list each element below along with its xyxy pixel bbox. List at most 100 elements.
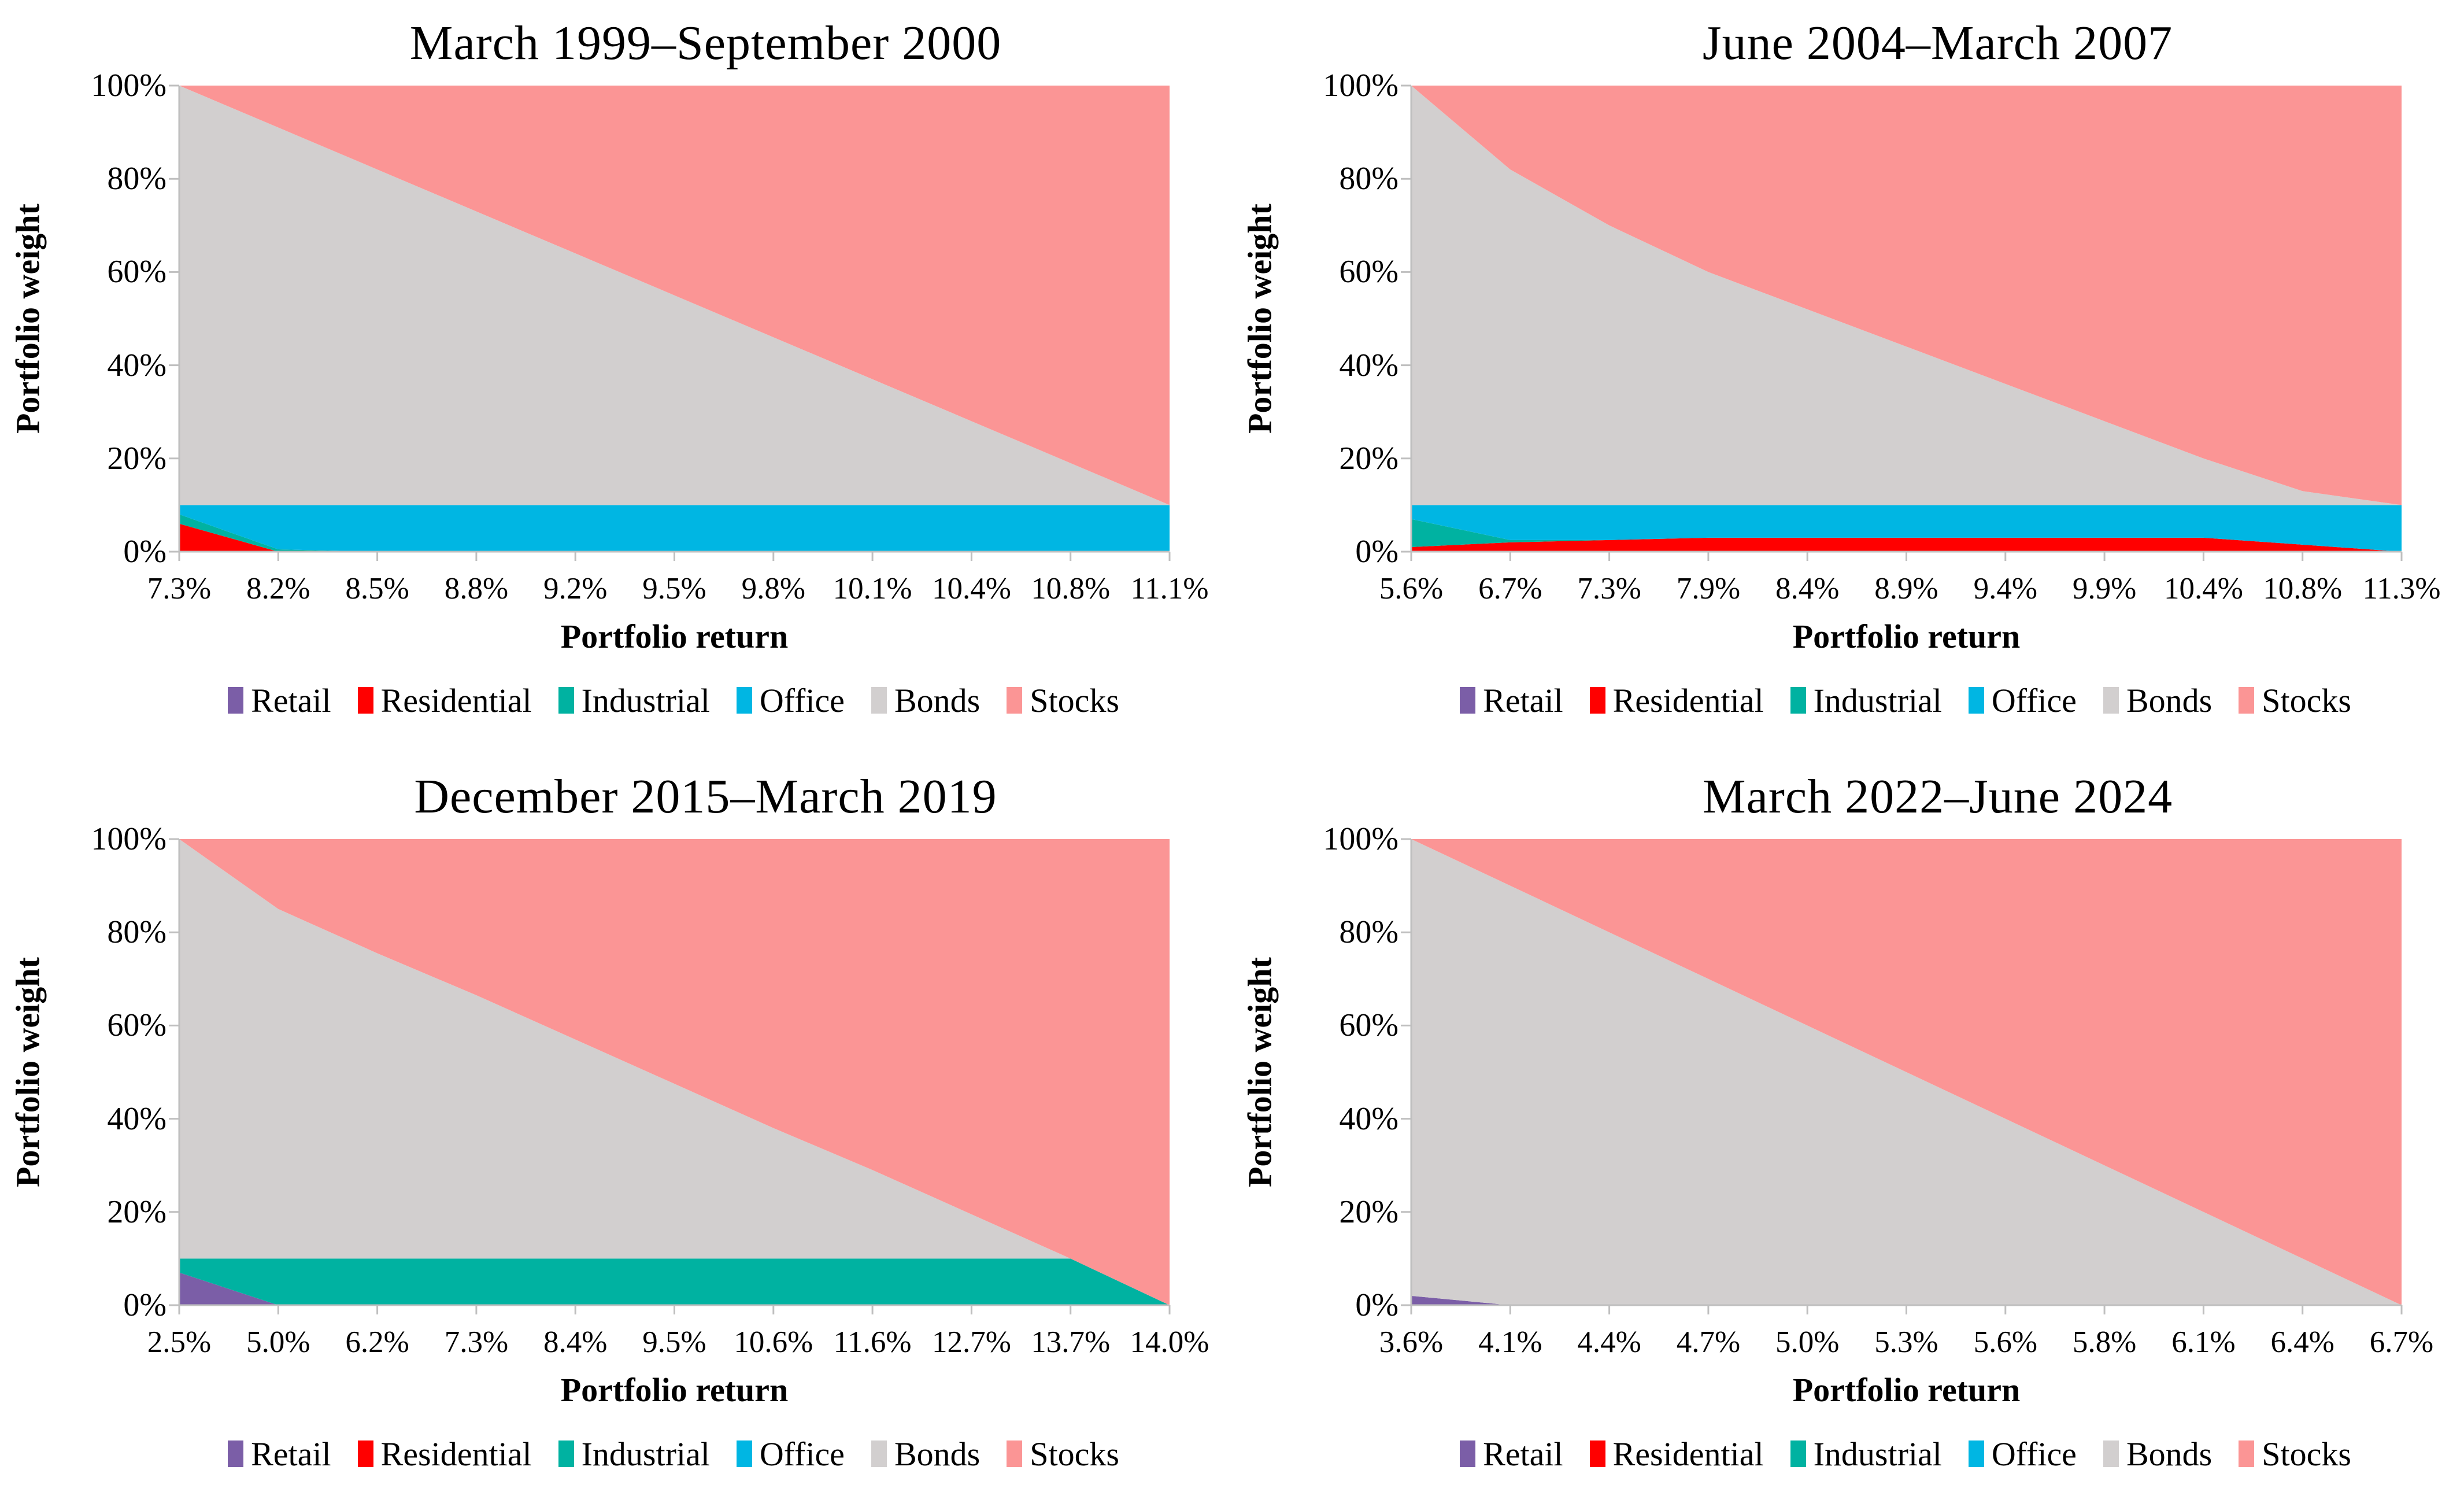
legend-item-retail: Retail	[228, 681, 331, 720]
x-tick-label: 10.1%	[833, 572, 912, 605]
x-tick-label: 11.1%	[1130, 572, 1209, 605]
chart-panel-2022-2024: March 2022–June 2024 Portfolio weight 0%…	[1232, 754, 2464, 1507]
legend-item-residential: Residential	[357, 681, 532, 720]
x-tick-label: 3.6%	[1379, 1325, 1444, 1359]
chart-body: Portfolio weight 0% 20% 40% 60% 80% 100%	[0, 821, 1232, 1323]
x-tick-label: 9.4%	[1973, 572, 2037, 605]
legend-item-residential: Residential	[357, 1435, 532, 1473]
x-axis-tick-labels: 2.5% 5.0% 6.2% 7.3% 8.4% 9.5% 10.6% 11.6% 12.7% 1…	[147, 1305, 1209, 1363]
x-axis-title: Portfolio return	[1792, 1371, 2021, 1409]
y-axis-title: Portfolio weight	[9, 957, 47, 1187]
x-tick-label: 7.9%	[1676, 572, 1741, 605]
legend-item-residential: Residential	[1589, 1435, 1764, 1473]
y-axis-tick-labels: 0% 20% 40% 60% 80% 100%	[1288, 68, 1411, 570]
x-tick-label: 13.7%	[1031, 1325, 1111, 1359]
legend-label: Residential	[380, 681, 532, 719]
chart-title: June 2004–March 2007	[1702, 16, 2173, 70]
y-axis-title: Portfolio weight	[9, 204, 47, 434]
y-axis-tick-labels: 0% 20% 40% 60% 80% 100%	[1288, 821, 1411, 1323]
legend-label: Bonds	[2126, 1435, 2213, 1473]
legend-item-retail: Retail	[1460, 681, 1563, 720]
legend-item-office: Office	[736, 681, 845, 720]
y-tick-label: 80%	[107, 914, 167, 951]
y-tick-label: 0%	[1355, 1287, 1399, 1323]
legend-swatch-icon	[2239, 1440, 2255, 1467]
x-tick-label: 5.0%	[246, 1325, 310, 1359]
y-tick-label: 20%	[107, 1194, 167, 1230]
x-tick-label: 8.4%	[1775, 572, 1840, 605]
y-tick-label: 80%	[1339, 161, 1399, 197]
x-tick-label: 9.9%	[2072, 572, 2137, 605]
plot-area	[179, 86, 1170, 552]
legend-label: Bonds	[2126, 681, 2213, 719]
x-tick-label: 6.7%	[1478, 572, 1542, 605]
legend-label: Stocks	[2262, 1435, 2351, 1473]
legend-swatch-icon	[1790, 1440, 1806, 1467]
legend: Retail Residential Industrial Office Bonds St…	[133, 663, 1214, 738]
legend-item-stocks: Stocks	[1007, 681, 1119, 720]
legend-swatch-icon	[357, 687, 373, 714]
y-tick-label: 40%	[1339, 347, 1399, 383]
x-tick-label: 8.2%	[246, 572, 310, 605]
legend-swatch-icon	[871, 687, 887, 714]
legend-label: Residential	[1612, 1435, 1764, 1473]
x-tick-label: 10.8%	[2263, 572, 2343, 605]
y-tick-label: 40%	[107, 1100, 167, 1137]
chart-title: March 2022–June 2024	[1702, 769, 2173, 823]
legend-label: Stocks	[2262, 681, 2351, 719]
legend-swatch-icon	[1968, 687, 1984, 714]
x-tick-label: 5.6%	[1973, 1325, 2037, 1359]
x-tick-label: 4.4%	[1577, 1325, 1641, 1359]
legend-item-industrial: Industrial	[1790, 1435, 1942, 1473]
legend-label: Retail	[251, 1435, 331, 1473]
x-axis-title: Portfolio return	[560, 1371, 789, 1409]
y-tick-label: 100%	[1323, 821, 1399, 857]
chart-panel-2004-2007: June 2004–March 2007 Portfolio weight 0%…	[1232, 0, 2464, 754]
legend-item-bonds: Bonds	[2103, 681, 2212, 720]
legend-label: Residential	[1612, 681, 1764, 719]
chart-body: Portfolio weight 0% 20% 40% 60% 80% 100%	[1232, 68, 2464, 570]
legend-swatch-icon	[558, 687, 574, 714]
legend-label: Stocks	[1030, 1435, 1119, 1473]
chart-panel-2015-2019: December 2015–March 2019 Portfolio weigh…	[0, 754, 1232, 1507]
x-tick-label: 4.1%	[1478, 1325, 1542, 1359]
x-tick-label: 2.5%	[147, 1325, 212, 1359]
x-tick-label: 10.4%	[931, 572, 1011, 605]
y-tick-label: 20%	[1339, 1194, 1399, 1230]
x-tick-label: 8.8%	[444, 572, 509, 605]
x-tick-label: 10.8%	[1031, 572, 1111, 605]
y-tick-label: 100%	[1323, 68, 1399, 104]
area-industrial	[179, 1258, 1170, 1305]
area-bonds	[179, 839, 1170, 1305]
legend-item-bonds: Bonds	[2103, 1435, 2212, 1473]
y-tick-label: 60%	[107, 254, 167, 290]
legend-label: Retail	[1483, 1435, 1563, 1473]
legend-label: Retail	[1483, 681, 1563, 719]
y-axis-title: Portfolio weight	[1241, 957, 1279, 1187]
legend: Retail Residential Industrial Office Bonds St…	[1365, 663, 2446, 738]
legend-item-industrial: Industrial	[558, 1435, 710, 1473]
x-tick-label: 7.3%	[444, 1325, 509, 1359]
x-tick-label: 10.6%	[734, 1325, 813, 1359]
legend-swatch-icon	[228, 1440, 244, 1467]
area-stocks	[1411, 86, 2402, 505]
legend-label: Industrial	[581, 1435, 710, 1473]
x-tick-label: 6.2%	[345, 1325, 409, 1359]
legend-item-office: Office	[1968, 1435, 2077, 1473]
legend-item-retail: Retail	[228, 1435, 331, 1473]
y-tick-label: 100%	[91, 821, 167, 857]
x-tick-label: 6.1%	[2171, 1325, 2236, 1359]
y-tick-label: 100%	[91, 68, 167, 104]
legend-swatch-icon	[1460, 687, 1476, 714]
legend-swatch-icon	[228, 687, 244, 714]
plot-area	[179, 839, 1170, 1305]
x-tick-label: 9.8%	[741, 572, 805, 605]
legend-swatch-icon	[1968, 1440, 1984, 1467]
legend-label: Retail	[251, 681, 331, 719]
x-axis-tick-labels: 3.6% 4.1% 4.4% 4.7% 5.0% 5.3% 5.6% 5.8% 6.1% 6.4%…	[1379, 1305, 2433, 1363]
legend-swatch-icon	[558, 1440, 574, 1467]
legend-item-stocks: Stocks	[1007, 1435, 1119, 1473]
legend-item-bonds: Bonds	[871, 1435, 980, 1473]
x-tick-label: 12.7%	[931, 1325, 1011, 1359]
